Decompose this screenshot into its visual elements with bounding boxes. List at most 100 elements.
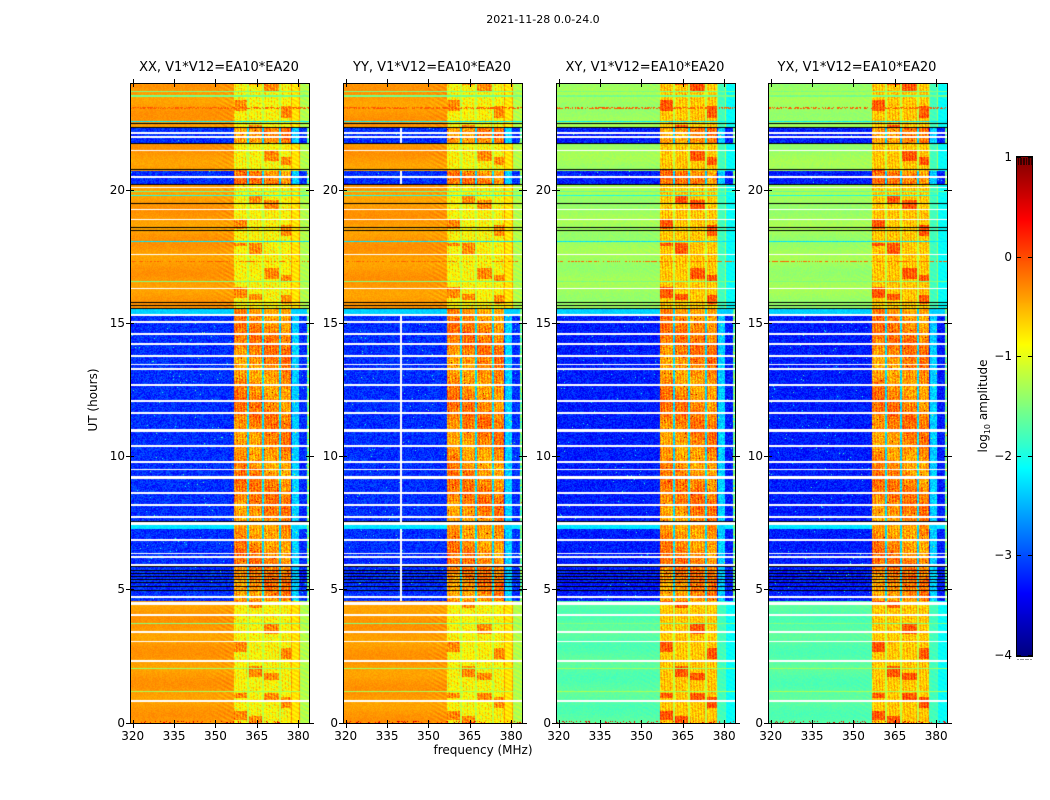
y-tick-label: 0 bbox=[117, 715, 125, 730]
colorbar-label: log10 amplitude bbox=[975, 359, 993, 453]
y-tick-label: 20 bbox=[322, 183, 338, 197]
x-tick bbox=[559, 79, 560, 87]
y-tick bbox=[552, 456, 560, 457]
x-tick-label: 350 bbox=[629, 729, 653, 743]
y-tick bbox=[732, 323, 740, 324]
x-tick-label: 365 bbox=[671, 729, 695, 743]
x-tick bbox=[215, 720, 216, 728]
y-tick-label: 5 bbox=[117, 582, 125, 597]
y-tick bbox=[552, 723, 560, 724]
x-tick bbox=[298, 720, 299, 728]
colorbar-over-hatch bbox=[1021, 158, 1023, 165]
heatmap-panel-xy bbox=[556, 83, 736, 724]
x-tick bbox=[257, 79, 258, 87]
y-tick bbox=[519, 589, 527, 590]
panel-title-yy: YY, V1*V12=EA10*EA20 bbox=[353, 60, 511, 75]
colorbar-tick bbox=[1017, 655, 1021, 656]
x-tick-label: 365 bbox=[245, 729, 269, 743]
colorbar-tick bbox=[1017, 456, 1021, 457]
heatmap-panel-yx bbox=[768, 83, 948, 724]
x-tick bbox=[511, 720, 512, 728]
y-tick bbox=[519, 190, 527, 191]
colorbar-under-dots bbox=[1019, 659, 1022, 660]
y-tick bbox=[732, 456, 740, 457]
x-tick bbox=[600, 79, 601, 87]
y-tick-label: 5 bbox=[755, 582, 763, 597]
y-tick bbox=[339, 589, 347, 590]
x-tick-label: 335 bbox=[162, 729, 186, 743]
x-tick bbox=[346, 79, 347, 87]
panel-title-yx: YX, V1*V12=EA10*EA20 bbox=[777, 60, 937, 75]
colorbar-under-dots bbox=[1030, 659, 1032, 660]
y-tick bbox=[519, 456, 527, 457]
colorbar-tick-label: −4 bbox=[994, 648, 1012, 662]
x-tick bbox=[511, 79, 512, 87]
colorbar-tick bbox=[1028, 456, 1032, 457]
x-tick bbox=[771, 720, 772, 728]
y-tick bbox=[732, 190, 740, 191]
y-tick-label: 20 bbox=[109, 183, 125, 197]
x-tick bbox=[853, 79, 854, 87]
x-tick bbox=[683, 79, 684, 87]
y-tick-label: 0 bbox=[330, 715, 338, 730]
x-tick bbox=[428, 720, 429, 728]
y-tick bbox=[126, 589, 134, 590]
y-tick bbox=[944, 456, 952, 457]
x-tick-label: 320 bbox=[547, 729, 571, 743]
x-axis-label: frequency (MHz) bbox=[433, 743, 533, 757]
y-tick bbox=[732, 589, 740, 590]
y-tick-label: 15 bbox=[322, 316, 338, 331]
colorbar-tick-label: −3 bbox=[994, 548, 1012, 563]
x-tick bbox=[346, 720, 347, 728]
colorbar-tick bbox=[1028, 555, 1032, 556]
x-tick bbox=[724, 720, 725, 728]
y-tick-label: 10 bbox=[109, 449, 125, 464]
y-tick bbox=[552, 589, 560, 590]
x-tick bbox=[812, 79, 813, 87]
x-tick bbox=[133, 79, 134, 87]
colorbar-under-dots bbox=[1024, 659, 1027, 660]
y-tick bbox=[944, 323, 952, 324]
y-tick bbox=[764, 190, 772, 191]
colorbar-under-dots bbox=[1017, 659, 1019, 660]
x-tick bbox=[936, 79, 937, 87]
colorbar-tick bbox=[1028, 655, 1032, 656]
colorbar-tick-label: 0 bbox=[1004, 249, 1012, 264]
colorbar-tick bbox=[1017, 157, 1021, 158]
x-tick bbox=[600, 720, 601, 728]
colorbar-tick bbox=[1017, 555, 1021, 556]
y-tick-label: 10 bbox=[747, 449, 763, 464]
y-tick-label: 20 bbox=[747, 183, 763, 197]
y-tick bbox=[944, 589, 952, 590]
colorbar-over-hatch bbox=[1022, 158, 1024, 165]
heatmap-canvas-yy bbox=[344, 84, 522, 723]
y-tick bbox=[552, 323, 560, 324]
colorbar-tick bbox=[1017, 356, 1021, 357]
x-tick bbox=[641, 79, 642, 87]
colorbar-tick-label: 1 bbox=[1004, 150, 1012, 164]
y-tick-label: 20 bbox=[535, 183, 551, 197]
heatmap-panel-yy bbox=[343, 83, 523, 724]
x-tick bbox=[387, 720, 388, 728]
y-tick bbox=[126, 456, 134, 457]
y-axis-label: UT (hours) bbox=[86, 368, 100, 432]
x-tick bbox=[724, 79, 725, 87]
colorbar-tick bbox=[1017, 257, 1021, 258]
x-tick bbox=[428, 79, 429, 87]
x-tick bbox=[812, 720, 813, 728]
x-tick-label: 350 bbox=[416, 729, 440, 743]
y-tick bbox=[339, 723, 347, 724]
y-tick-label: 5 bbox=[543, 582, 551, 597]
y-tick bbox=[944, 190, 952, 191]
x-tick-label: 365 bbox=[458, 729, 482, 743]
x-tick-label: 320 bbox=[121, 729, 145, 743]
y-tick bbox=[552, 190, 560, 191]
y-tick-label: 15 bbox=[535, 316, 551, 331]
y-tick-label: 15 bbox=[747, 316, 763, 331]
colorbar-tick bbox=[1028, 356, 1032, 357]
y-tick bbox=[764, 589, 772, 590]
y-tick-label: 5 bbox=[330, 582, 338, 597]
x-tick bbox=[387, 79, 388, 87]
colorbar-over-hatch bbox=[1027, 158, 1029, 165]
colorbar bbox=[1016, 156, 1033, 657]
